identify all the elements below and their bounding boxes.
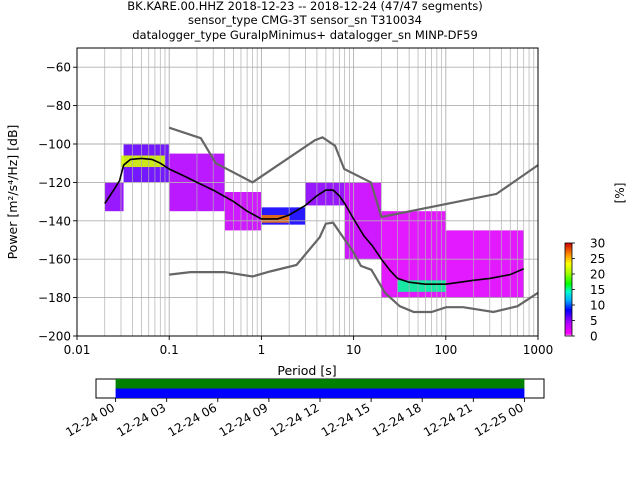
density-cell <box>120 155 165 168</box>
colorbar-gradient <box>564 242 573 337</box>
y-tick-label: −80 <box>46 99 71 113</box>
colorbar-tick-label: 10 <box>590 299 605 313</box>
colorbar-tick-label: 15 <box>590 283 605 297</box>
timeline-tick-label: 12-24 21 <box>421 400 475 439</box>
ppsd-plot-area: 0.01 0.1 1 10 100 1000 −60 −80 −100 −120 −140 −160… <box>38 47 554 357</box>
colorbar-tick-label: 5 <box>590 314 598 328</box>
gridlines <box>77 48 538 336</box>
x-axis-ticks: 0.01 0.1 1 10 100 1000 <box>64 336 554 357</box>
x-tick-label: 100 <box>434 343 457 357</box>
low-noise-model-line <box>169 221 539 314</box>
title-line-1: BK.KARE.00.HHZ 2018-12-23 -- 2018-12-24 … <box>127 0 482 13</box>
colorbar-tick-label: 30 <box>590 237 605 251</box>
y-tick-label: −160 <box>38 253 71 267</box>
x-tick-label: 10 <box>346 343 361 357</box>
x-tick-label: 0.01 <box>64 343 91 357</box>
y-axis-ticks: −60 −80 −100 −120 −140 −160 −180 −200 <box>38 61 77 344</box>
colorbar-tick-label: 0 <box>590 330 598 344</box>
y-tick-label: −120 <box>38 176 71 190</box>
timeline-tick-label: 12-24 03 <box>114 400 168 439</box>
y-tick-label: −200 <box>38 330 71 344</box>
y-axis-label: Power [m²/s⁴/Hz] [dB] <box>5 125 20 260</box>
timeline-bar <box>115 379 525 389</box>
timeline-tick-label: 12-24 00 <box>63 400 117 439</box>
high-noise-model-line <box>168 126 539 219</box>
colorbar-label: [%] <box>613 183 627 204</box>
plot-frame <box>76 47 539 337</box>
colorbar-tick-label: 25 <box>590 252 605 266</box>
timeline-tick-label: 12-24 06 <box>166 400 220 439</box>
density-cell <box>224 192 262 231</box>
y-tick-label: −100 <box>38 138 71 152</box>
mode-curve-line <box>104 157 525 286</box>
timeline-tick-label: 12-24 18 <box>370 400 424 439</box>
colorbar-tick-label: 20 <box>590 268 605 282</box>
y-tick-label: −180 <box>38 291 71 305</box>
x-tick-label: 1000 <box>523 343 554 357</box>
timeline-tick-label: 12-24 09 <box>217 400 271 439</box>
chart-title: BK.KARE.00.HHZ 2018-12-23 -- 2018-12-24 … <box>127 0 482 42</box>
curves <box>104 126 539 314</box>
x-tick-label: 0.1 <box>160 343 179 357</box>
density-cell <box>397 280 446 292</box>
timeline-bar <box>115 388 525 398</box>
timeline-tick-label: 12-24 12 <box>268 400 322 439</box>
y-tick-label: −60 <box>46 61 71 75</box>
y-tick-label: −140 <box>38 214 71 228</box>
x-tick-label: 1 <box>258 343 266 357</box>
timeline-tick-label: 12-25 00 <box>472 400 526 439</box>
title-line-2: sensor_type CMG-3T sensor_sn T310034 <box>188 13 422 27</box>
timeline-bars <box>115 379 525 398</box>
x-axis-label: Period [s] <box>277 363 336 378</box>
density-cell <box>305 182 345 206</box>
timeline-tick-label: 12-24 15 <box>319 400 373 439</box>
title-line-3: datalogger_type GuralpMinimus+ datalogge… <box>132 28 478 42</box>
density-cell <box>445 230 524 298</box>
density-cell <box>104 182 124 212</box>
